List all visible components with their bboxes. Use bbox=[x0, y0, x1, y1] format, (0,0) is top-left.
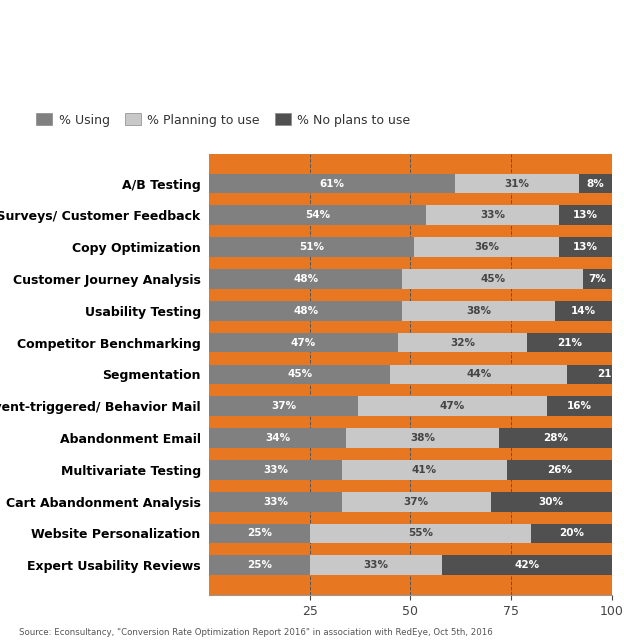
Bar bbox=[531, 524, 612, 543]
Bar bbox=[398, 333, 527, 353]
Text: 51%: 51% bbox=[299, 242, 324, 252]
Text: 37%: 37% bbox=[271, 401, 296, 412]
Bar bbox=[209, 556, 310, 575]
Bar bbox=[559, 237, 612, 257]
Bar bbox=[209, 396, 358, 416]
Text: 38%: 38% bbox=[466, 306, 491, 316]
Bar bbox=[390, 365, 567, 384]
Text: 42%: 42% bbox=[514, 560, 540, 570]
Bar bbox=[209, 301, 402, 321]
Bar bbox=[402, 269, 583, 289]
Bar bbox=[342, 492, 490, 511]
Text: 32%: 32% bbox=[450, 337, 475, 348]
Bar bbox=[209, 269, 402, 289]
Text: 16%: 16% bbox=[567, 401, 592, 412]
Text: 33%: 33% bbox=[263, 497, 288, 507]
Bar bbox=[310, 524, 531, 543]
Text: 37%: 37% bbox=[404, 497, 429, 507]
Bar bbox=[527, 333, 612, 353]
Text: 26%: 26% bbox=[547, 465, 572, 475]
Text: 45%: 45% bbox=[287, 369, 312, 380]
Bar bbox=[426, 205, 559, 225]
Bar bbox=[442, 556, 612, 575]
Text: 48%: 48% bbox=[293, 306, 318, 316]
Text: 47%: 47% bbox=[440, 401, 465, 412]
Text: 36%: 36% bbox=[474, 242, 499, 252]
Bar bbox=[209, 492, 342, 511]
Bar bbox=[559, 205, 612, 225]
Bar bbox=[414, 237, 559, 257]
Bar bbox=[209, 237, 414, 257]
Text: 25%: 25% bbox=[247, 560, 272, 570]
Text: 21%: 21% bbox=[597, 369, 622, 380]
Text: 31%: 31% bbox=[504, 179, 529, 189]
Text: 33%: 33% bbox=[263, 465, 288, 475]
Bar bbox=[209, 205, 426, 225]
Bar bbox=[358, 396, 547, 416]
Text: 8%: 8% bbox=[587, 179, 604, 189]
Text: 30%: 30% bbox=[539, 497, 563, 507]
Text: 45%: 45% bbox=[480, 274, 505, 284]
Text: 41%: 41% bbox=[412, 465, 437, 475]
Bar bbox=[547, 396, 612, 416]
Text: 55%: 55% bbox=[408, 529, 433, 538]
Bar bbox=[499, 428, 612, 448]
Text: 13%: 13% bbox=[573, 242, 598, 252]
Bar bbox=[209, 460, 342, 480]
Text: 25%: 25% bbox=[247, 529, 272, 538]
Text: 33%: 33% bbox=[364, 560, 389, 570]
Text: 44%: 44% bbox=[466, 369, 491, 380]
Bar bbox=[346, 428, 499, 448]
Bar bbox=[402, 301, 555, 321]
Bar bbox=[310, 556, 442, 575]
Bar bbox=[555, 301, 612, 321]
Text: 13%: 13% bbox=[573, 211, 598, 220]
Bar bbox=[579, 173, 612, 193]
Text: 48%: 48% bbox=[293, 274, 318, 284]
Text: 47%: 47% bbox=[291, 337, 316, 348]
Text: 14%: 14% bbox=[571, 306, 596, 316]
Text: 34%: 34% bbox=[265, 433, 290, 443]
Bar bbox=[583, 269, 612, 289]
Bar bbox=[507, 460, 612, 480]
Text: 33%: 33% bbox=[480, 211, 505, 220]
Bar bbox=[342, 460, 507, 480]
Bar bbox=[209, 428, 346, 448]
Bar bbox=[209, 173, 454, 193]
Bar bbox=[567, 365, 624, 384]
Text: 20%: 20% bbox=[558, 529, 584, 538]
Text: Source: Econsultancy, "Conversion Rate Optimization Report 2016" in association : Source: Econsultancy, "Conversion Rate O… bbox=[19, 628, 492, 637]
Text: 38%: 38% bbox=[410, 433, 435, 443]
Text: 21%: 21% bbox=[557, 337, 582, 348]
Text: 28%: 28% bbox=[543, 433, 568, 443]
Bar bbox=[490, 492, 612, 511]
Text: 7%: 7% bbox=[588, 274, 607, 284]
Text: Current Vs. Planned Methods Used to Improve Conversion Rates
According to Client: Current Vs. Planned Methods Used to Impr… bbox=[19, 24, 624, 66]
Legend: % Using, % Planning to use, % No plans to use: % Using, % Planning to use, % No plans t… bbox=[31, 108, 416, 132]
Bar bbox=[454, 173, 579, 193]
Bar bbox=[209, 524, 310, 543]
Bar bbox=[209, 333, 398, 353]
Text: 54%: 54% bbox=[305, 211, 330, 220]
Bar bbox=[209, 365, 390, 384]
Text: 61%: 61% bbox=[319, 179, 344, 189]
